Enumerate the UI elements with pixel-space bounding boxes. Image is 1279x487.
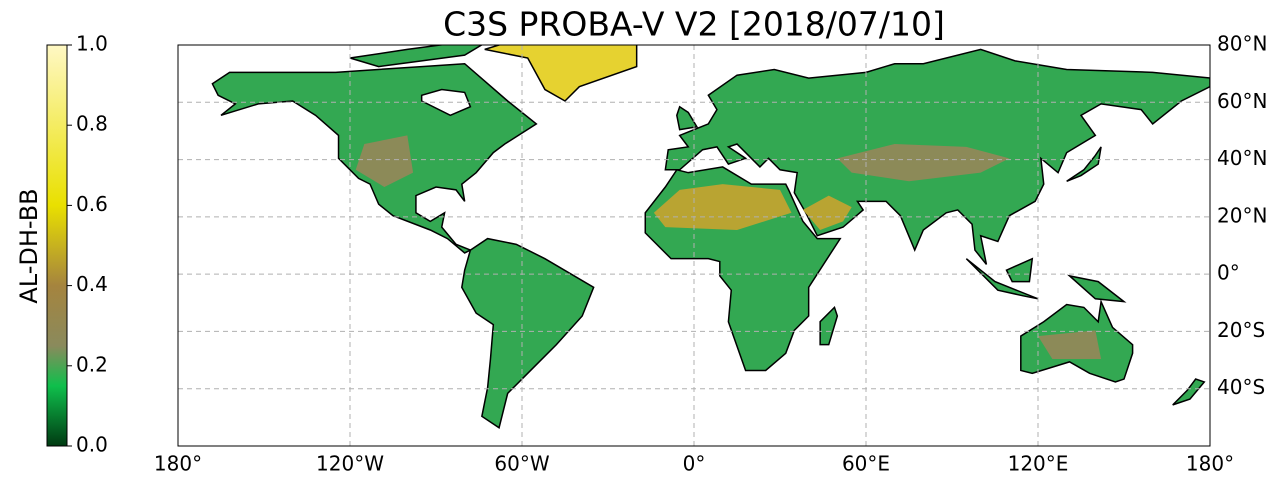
japan (1067, 147, 1101, 181)
chart-title: C3S PROBA-V V2 [2018/07/10] (443, 5, 945, 44)
x-tick-label: 120°E (1008, 452, 1069, 476)
colorbar-tick-label: 0.6 (76, 192, 108, 216)
x-tick-label: 120°W (316, 452, 384, 476)
map-frame (177, 44, 1211, 447)
australia-tint (1038, 330, 1102, 360)
y-tick-label: 60°N (1217, 89, 1267, 113)
y-tick-label: 80°N (1217, 32, 1267, 56)
colorbar-tick-label: 0.2 (76, 352, 108, 376)
colorbar-tick-label: 1.0 (76, 32, 108, 56)
x-tick-label: 180° (1186, 452, 1234, 476)
arctic-islands (350, 45, 493, 67)
y-tick-label: 20°S (1217, 318, 1265, 342)
colorbar-label: AL-DH-BB (15, 188, 43, 303)
axes: 180° 120°W 60°W 0° 60°E 120°E 180° 80°N 60°N 40°N… (67, 32, 1267, 476)
arabia-tint (802, 195, 852, 230)
y-tick-label: 0° (1217, 261, 1240, 285)
south-america (462, 239, 594, 428)
na-tint (355, 135, 414, 187)
indonesia (966, 259, 1124, 302)
x-tick-label: 180° (154, 452, 202, 476)
x-tick-label: 60°W (494, 452, 549, 476)
y-tick-label: 40°N (1217, 146, 1267, 170)
y-tick-label: 40°S (1217, 375, 1265, 399)
y-tick-label: 20°N (1217, 203, 1267, 227)
madagascar (820, 307, 837, 344)
land-layer (212, 45, 1210, 428)
colorbar-tick-label: 0.0 (76, 433, 108, 457)
asia-tint (837, 143, 1010, 182)
x-tick-label: 0° (683, 452, 706, 476)
colorbar-tick-label: 0.4 (76, 272, 108, 296)
colorbar-tick-label: 0.8 (76, 112, 108, 136)
sahara-tint (653, 184, 792, 230)
x-tick-label: 60°E (842, 452, 890, 476)
colorbar (46, 44, 68, 447)
hudson-bay (422, 90, 471, 116)
new-zealand (1173, 379, 1205, 405)
greenland (485, 45, 637, 101)
